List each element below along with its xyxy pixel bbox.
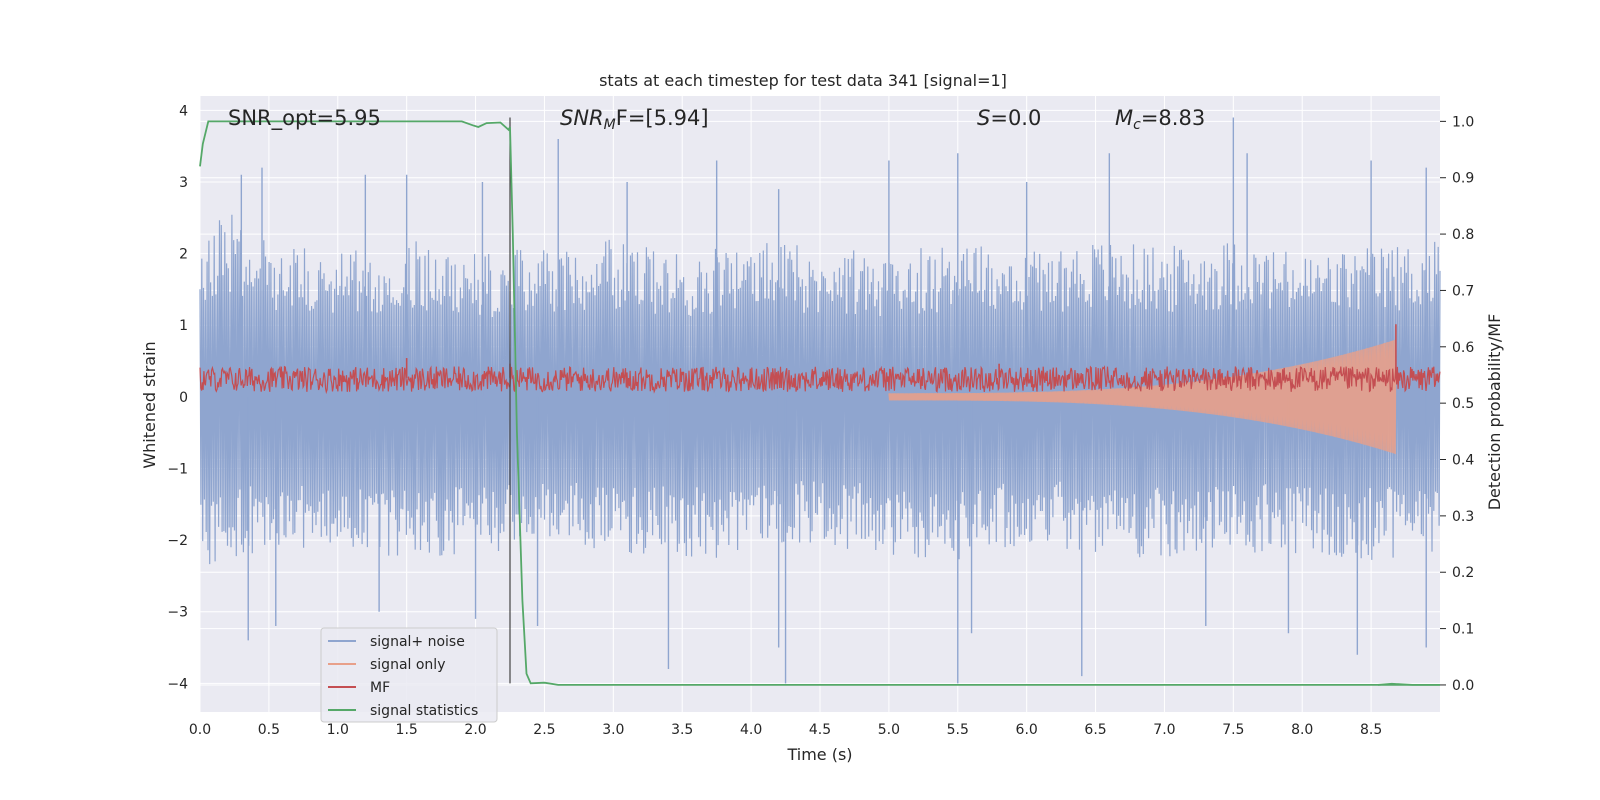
right-y-axis-label: Detection probability/MF xyxy=(1485,314,1504,511)
y-tick-label: −1 xyxy=(167,461,188,477)
x-tick-label: 0.0 xyxy=(189,722,211,738)
s-annotation: S=0.0 xyxy=(977,106,1041,130)
right-y-tick-label: 0.4 xyxy=(1452,453,1474,469)
s-value: =0.0 xyxy=(990,106,1041,130)
legend-label-signal-only: signal only xyxy=(370,657,445,673)
right-y-tick-label: 1.0 xyxy=(1452,114,1474,130)
signal-only-line xyxy=(888,339,1397,455)
right-y-tick-label: 0.5 xyxy=(1452,396,1474,412)
right-y-tick-label: 0.9 xyxy=(1452,171,1474,187)
right-y-tick-label: 0.6 xyxy=(1452,340,1474,356)
legend-box xyxy=(320,627,498,723)
x-tick-label: 5.5 xyxy=(947,722,969,738)
y-tick-label: 0 xyxy=(179,390,188,406)
x-tick-label: 2.0 xyxy=(464,722,486,738)
mc-value: =8.83 xyxy=(1141,106,1205,130)
x-tick-label: 1.5 xyxy=(396,722,418,738)
y-tick-label: −4 xyxy=(167,676,188,692)
x-axis-ticks: 0.0 0.5 1.0 1.5 2.0 2.5 3.0 3.5 4.0 4.5 5.0 5.5 6.0 6… xyxy=(189,722,1382,738)
snr-mf-value: F=[5.94] xyxy=(616,106,709,130)
x-tick-label: 3.0 xyxy=(602,722,624,738)
y-tick-label: 3 xyxy=(179,175,188,191)
y-tick-label: 2 xyxy=(179,247,188,263)
legend-label-signal-noise: signal+ noise xyxy=(370,634,465,650)
right-y-tick-label: 0.0 xyxy=(1452,678,1474,694)
x-tick-label: 2.5 xyxy=(533,722,555,738)
y-axis-ticks: 4 3 2 1 0 −1 −2 −3 −4 xyxy=(167,103,188,692)
x-tick-label: 3.5 xyxy=(671,722,693,738)
legend: signal+ noise signal only MF signal stat… xyxy=(320,627,498,723)
snr-mf-subscript: M xyxy=(604,117,616,133)
x-tick-label: 8.0 xyxy=(1291,722,1313,738)
x-tick-label: 6.5 xyxy=(1084,722,1106,738)
s-label: S xyxy=(977,106,990,130)
snr-mf-label: SNR xyxy=(560,106,604,130)
mc-subscript: c xyxy=(1133,117,1141,133)
x-tick-label: 7.5 xyxy=(1222,722,1244,738)
x-tick-label: 6.0 xyxy=(1016,722,1038,738)
right-y-tick-label: 0.3 xyxy=(1452,509,1474,525)
mc-annotation: Mc=8.83 xyxy=(1115,106,1205,133)
signal-statistics-line xyxy=(199,120,1440,686)
right-y-axis-ticks: 1.0 0.9 0.8 0.7 0.6 0.5 0.4 0.3 0.2 0.1 0.0 xyxy=(1440,114,1474,694)
right-y-tick-label: 0.1 xyxy=(1452,622,1474,638)
right-y-tick-label: 0.2 xyxy=(1452,565,1474,581)
mf-line xyxy=(199,365,1441,395)
y-tick-label: −2 xyxy=(167,533,188,549)
x-tick-label: 1.0 xyxy=(327,722,349,738)
signal-statistics-series xyxy=(199,120,1440,686)
signal-only-series xyxy=(888,339,1397,455)
right-y-tick-label: 0.8 xyxy=(1452,227,1474,243)
mc-label: M xyxy=(1115,106,1133,130)
right-y-tick-label: 0.7 xyxy=(1452,283,1474,299)
signal-statistics-tail xyxy=(1377,682,1440,686)
x-tick-label: 4.5 xyxy=(809,722,831,738)
legend-label-mf: MF xyxy=(370,680,390,696)
x-tick-label: 0.5 xyxy=(258,722,280,738)
snr-mf-annotation: SNRMF=[5.94] xyxy=(560,106,709,133)
chart-title: stats at each timestep for test data 341… xyxy=(599,71,1007,90)
x-tick-label: 5.0 xyxy=(878,722,900,738)
y-tick-label: −3 xyxy=(167,605,188,621)
x-axis-label: Time (s) xyxy=(786,745,852,764)
y-tick-label: 1 xyxy=(179,318,188,334)
x-tick-label: 4.0 xyxy=(740,722,762,738)
snr-opt-annotation: SNR_opt=5.95 xyxy=(228,106,381,131)
legend-label-signal-statistics: signal statistics xyxy=(370,703,478,719)
y-tick-label: 4 xyxy=(179,103,188,119)
y-axis-label: Whitened strain xyxy=(140,341,159,468)
x-tick-label: 7.0 xyxy=(1153,722,1175,738)
x-tick-label: 8.5 xyxy=(1360,722,1382,738)
signal-noise-series xyxy=(199,117,1441,684)
